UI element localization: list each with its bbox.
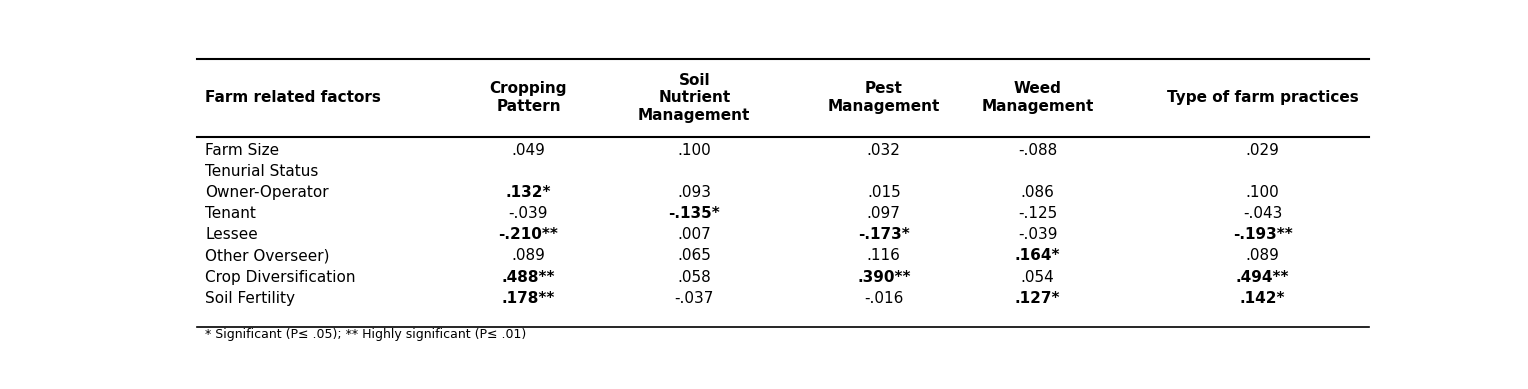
Text: .089: .089 <box>512 249 545 263</box>
Text: .058: .058 <box>677 270 711 284</box>
Text: .100: .100 <box>677 143 711 158</box>
Text: .065: .065 <box>677 249 711 263</box>
Text: -.016: -.016 <box>863 291 903 306</box>
Text: -.088: -.088 <box>1018 143 1057 158</box>
Text: Type of farm practices: Type of farm practices <box>1167 90 1358 105</box>
Text: -.037: -.037 <box>674 291 714 306</box>
Text: Soil
Nutrient
Management: Soil Nutrient Management <box>639 73 750 123</box>
Text: .116: .116 <box>866 249 900 263</box>
Text: .127*: .127* <box>1015 291 1060 306</box>
Text: -.125: -.125 <box>1018 206 1057 221</box>
Text: Crop Diversification: Crop Diversification <box>205 270 356 284</box>
Text: Lessee: Lessee <box>205 227 258 242</box>
Text: .029: .029 <box>1245 143 1279 158</box>
Text: .142*: .142* <box>1239 291 1285 306</box>
Text: .178**: .178** <box>501 291 555 306</box>
Text: Farm related factors: Farm related factors <box>205 90 380 105</box>
Text: .494**: .494** <box>1236 270 1290 284</box>
Text: .164*: .164* <box>1015 249 1060 263</box>
Text: .089: .089 <box>1245 249 1279 263</box>
Text: -.039: -.039 <box>509 206 549 221</box>
Text: Owner-Operator: Owner-Operator <box>205 185 329 200</box>
Text: -.135*: -.135* <box>668 206 720 221</box>
Text: .390**: .390** <box>857 270 911 284</box>
Text: .032: .032 <box>866 143 900 158</box>
Text: .100: .100 <box>1245 185 1279 200</box>
Text: .086: .086 <box>1021 185 1054 200</box>
Text: Soil Fertility: Soil Fertility <box>205 291 295 306</box>
Text: -.173*: -.173* <box>857 227 909 242</box>
Text: -.043: -.043 <box>1242 206 1282 221</box>
Text: * Significant (P≤ .05); ** Highly significant (P≤ .01): * Significant (P≤ .05); ** Highly signif… <box>205 328 527 341</box>
Text: Tenurial Status: Tenurial Status <box>205 164 318 179</box>
Text: .093: .093 <box>677 185 712 200</box>
Text: -.039: -.039 <box>1018 227 1057 242</box>
Text: Tenant: Tenant <box>205 206 257 221</box>
Text: .488**: .488** <box>501 270 555 284</box>
Text: Farm Size: Farm Size <box>205 143 280 158</box>
Text: .097: .097 <box>866 206 900 221</box>
Text: Other Overseer): Other Overseer) <box>205 249 330 263</box>
Text: .007: .007 <box>677 227 711 242</box>
Text: -.210**: -.210** <box>498 227 558 242</box>
Text: .054: .054 <box>1021 270 1054 284</box>
Text: Pest
Management: Pest Management <box>828 81 940 114</box>
Text: .132*: .132* <box>506 185 552 200</box>
Text: .049: .049 <box>512 143 545 158</box>
Text: Cropping
Pattern: Cropping Pattern <box>490 81 567 114</box>
Text: Weed
Management: Weed Management <box>981 81 1094 114</box>
Text: .015: .015 <box>866 185 900 200</box>
Text: -.193**: -.193** <box>1233 227 1293 242</box>
